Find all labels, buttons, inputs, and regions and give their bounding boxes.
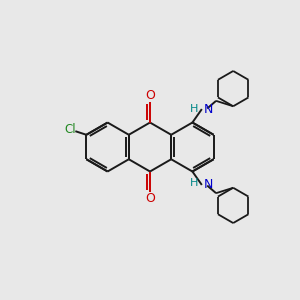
Text: O: O <box>145 192 155 206</box>
Text: H: H <box>190 178 198 188</box>
Text: N: N <box>204 178 214 191</box>
Text: H: H <box>190 104 198 114</box>
Text: Cl: Cl <box>64 123 76 136</box>
Text: O: O <box>145 88 155 102</box>
Text: N: N <box>204 103 214 116</box>
